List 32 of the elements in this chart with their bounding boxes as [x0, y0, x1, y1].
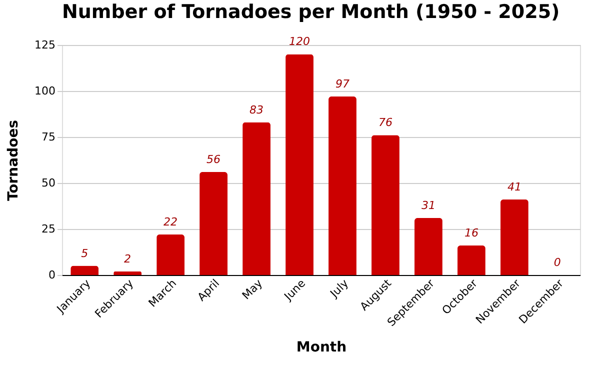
bar [457, 246, 486, 275]
bar [414, 218, 442, 275]
chart-title: Number of Tornadoes per Month (1950 - 2025) [62, 1, 560, 24]
data-label: 16 [464, 226, 478, 240]
data-label: 0 [554, 256, 561, 269]
data-label: 76 [378, 116, 392, 130]
bar [372, 135, 400, 275]
y-axis-title: Tornadoes [6, 120, 22, 202]
y-tick-label: 50 [42, 176, 56, 190]
bar [500, 200, 528, 275]
y-tick-label: 75 [42, 130, 56, 144]
data-label: 2 [124, 252, 132, 266]
y-tick-label: 0 [48, 268, 56, 282]
data-label: 56 [206, 152, 221, 166]
bar [70, 266, 99, 275]
bar [156, 234, 185, 275]
data-label: 120 [289, 35, 310, 48]
y-tick-label: 25 [42, 222, 56, 236]
y-tick-label: 100 [34, 84, 56, 98]
data-label: 83 [250, 103, 264, 116]
data-label: 31 [421, 198, 436, 212]
data-label: 5 [81, 246, 88, 260]
data-label: 22 [164, 216, 178, 229]
y-tick-label: 125 [34, 38, 56, 52]
bar [286, 54, 314, 275]
bar [242, 122, 270, 275]
bar [200, 172, 228, 275]
x-axis-title: Month [296, 339, 347, 356]
data-label: 41 [507, 180, 522, 194]
bar [328, 96, 356, 275]
data-label: 97 [335, 78, 350, 91]
bar [114, 271, 142, 275]
